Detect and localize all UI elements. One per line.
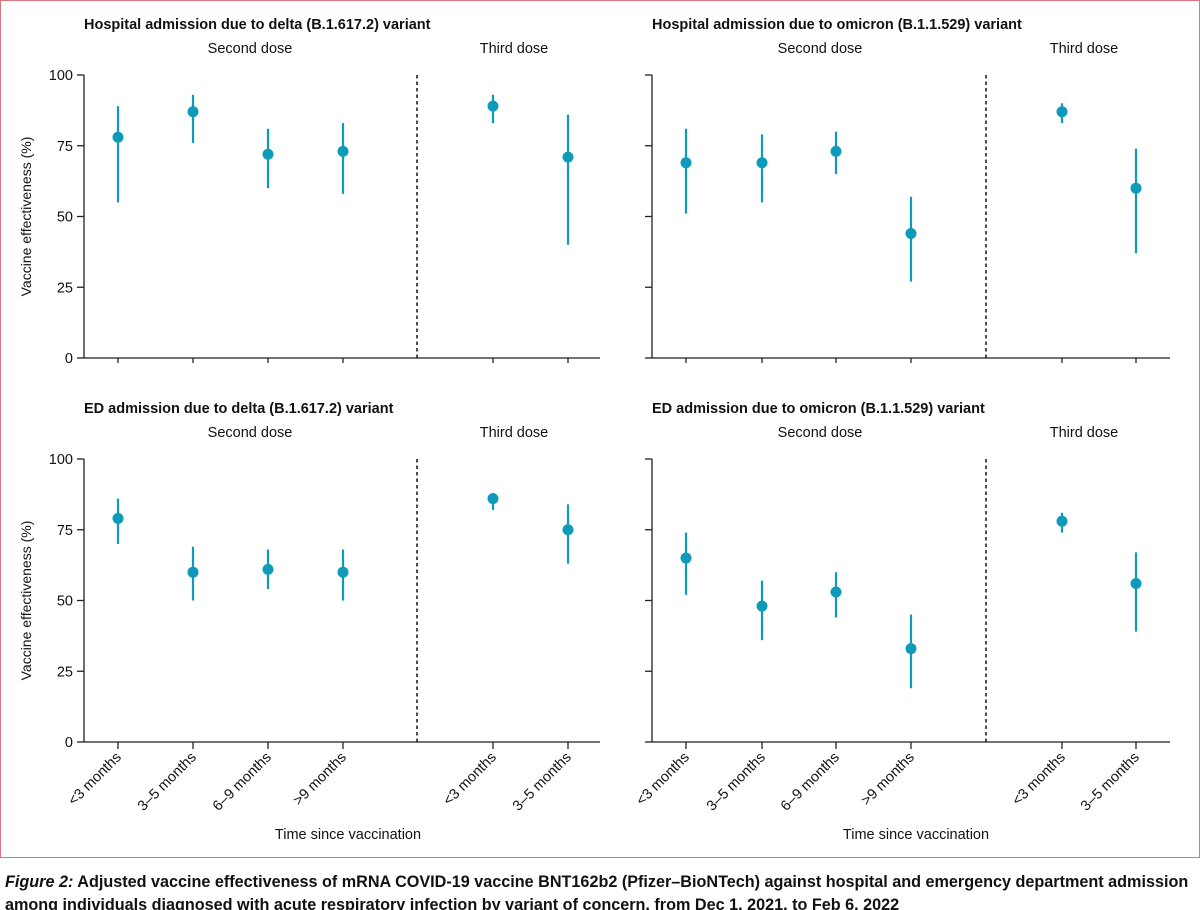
y-tick-label: 0 bbox=[65, 735, 73, 751]
panel-title: ED admission due to omicron (B.1.1.529) … bbox=[652, 401, 985, 417]
data-point bbox=[681, 553, 692, 564]
data-point bbox=[563, 524, 574, 535]
chart-panel-3: ED admission due to delta (B.1.617.2) va… bbox=[18, 401, 600, 814]
data-point bbox=[188, 567, 199, 578]
x-tick-label: <3 months bbox=[1009, 750, 1068, 809]
data-point bbox=[488, 101, 499, 112]
group-label-second-dose: Second dose bbox=[778, 41, 863, 57]
group-label-third-dose: Third dose bbox=[1050, 41, 1119, 57]
x-tick-label: 3–5 months bbox=[1078, 750, 1143, 815]
data-point bbox=[757, 157, 768, 168]
group-label-third-dose: Third dose bbox=[480, 425, 549, 441]
data-point bbox=[906, 643, 917, 654]
data-point bbox=[338, 567, 349, 578]
data-point bbox=[831, 587, 842, 598]
data-point bbox=[263, 149, 274, 160]
group-label-second-dose: Second dose bbox=[778, 425, 863, 441]
data-point bbox=[263, 564, 274, 575]
y-tick-label: 100 bbox=[49, 452, 73, 468]
panel-title: Hospital admission due to omicron (B.1.1… bbox=[652, 17, 1022, 33]
panel-title: ED admission due to delta (B.1.617.2) va… bbox=[84, 401, 394, 417]
data-point bbox=[563, 152, 574, 163]
x-tick-label: 3–5 months bbox=[704, 750, 769, 815]
data-point bbox=[488, 493, 499, 504]
data-point bbox=[113, 513, 124, 524]
chart-panel-4: ED admission due to omicron (B.1.1.529) … bbox=[633, 401, 1170, 814]
y-tick-label: 50 bbox=[57, 210, 73, 226]
x-tick-label: 3–5 months bbox=[510, 750, 575, 815]
caption-label: Figure 2: bbox=[5, 873, 73, 891]
x-tick-label: >9 months bbox=[858, 750, 917, 809]
chart-panel-1: Hospital admission due to delta (B.1.617… bbox=[18, 17, 600, 367]
data-point bbox=[906, 228, 917, 239]
caption-text: Adjusted vaccine effectiveness of mRNA C… bbox=[5, 873, 1188, 910]
figure-caption: Figure 2: Adjusted vaccine effectiveness… bbox=[5, 871, 1200, 910]
y-tick-label: 100 bbox=[49, 68, 73, 84]
panel-title: Hospital admission due to delta (B.1.617… bbox=[84, 17, 431, 33]
data-point bbox=[1057, 106, 1068, 117]
data-point bbox=[681, 157, 692, 168]
x-tick-label: <3 months bbox=[65, 750, 124, 809]
x-tick-label: <3 months bbox=[440, 750, 499, 809]
y-axis-label: Vaccine effectiveness (%) bbox=[18, 137, 34, 297]
data-point bbox=[1131, 183, 1142, 194]
group-label-third-dose: Third dose bbox=[480, 41, 549, 57]
x-axis-title-left: Time since vaccination bbox=[275, 827, 421, 843]
y-tick-label: 75 bbox=[57, 523, 73, 539]
figure-charts: Hospital admission due to delta (B.1.617… bbox=[0, 0, 1200, 858]
y-tick-label: 25 bbox=[57, 280, 73, 296]
x-axis-title-right: Time since vaccination bbox=[843, 827, 989, 843]
group-label-second-dose: Second dose bbox=[208, 41, 293, 57]
chart-panel-2: Hospital admission due to omicron (B.1.1… bbox=[645, 17, 1170, 363]
x-tick-label: <3 months bbox=[633, 750, 692, 809]
group-label-second-dose: Second dose bbox=[208, 425, 293, 441]
data-point bbox=[1131, 578, 1142, 589]
data-point bbox=[1057, 516, 1068, 527]
data-point bbox=[188, 106, 199, 117]
y-axis-label: Vaccine effectiveness (%) bbox=[18, 521, 34, 681]
y-tick-label: 50 bbox=[57, 594, 73, 610]
x-tick-label: 6–9 months bbox=[210, 750, 275, 815]
y-tick-label: 0 bbox=[65, 351, 73, 367]
data-point bbox=[113, 132, 124, 143]
data-point bbox=[831, 146, 842, 157]
y-tick-label: 75 bbox=[57, 139, 73, 155]
data-point bbox=[338, 146, 349, 157]
x-tick-label: 3–5 months bbox=[135, 750, 200, 815]
data-point bbox=[757, 601, 768, 612]
y-tick-label: 25 bbox=[57, 664, 73, 680]
x-tick-label: >9 months bbox=[290, 750, 349, 809]
x-tick-label: 6–9 months bbox=[778, 750, 843, 815]
group-label-third-dose: Third dose bbox=[1050, 425, 1119, 441]
